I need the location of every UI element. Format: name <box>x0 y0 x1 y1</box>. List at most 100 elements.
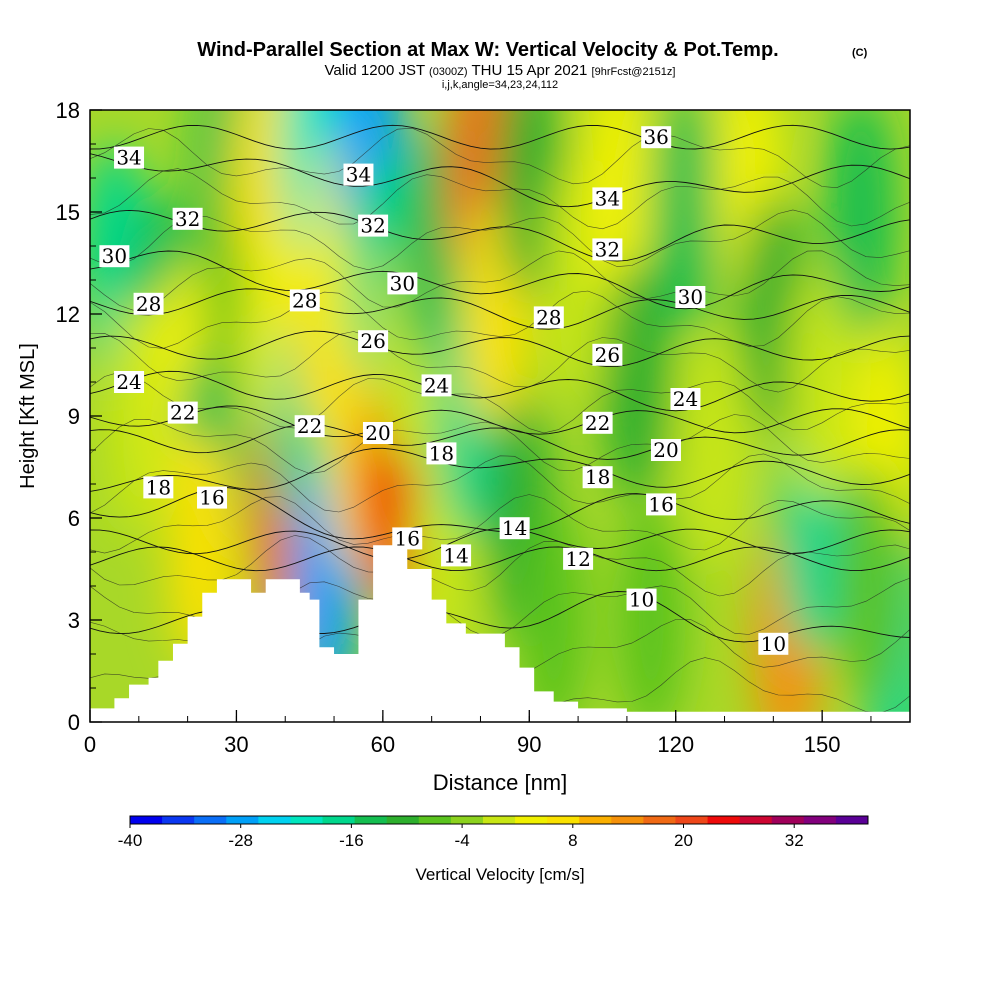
isentrope-label: 16 <box>395 526 420 550</box>
colorbar-swatch <box>290 816 324 824</box>
isentrope-label-box <box>675 286 706 308</box>
y-axis: 0 3 6 9 12 15 18 <box>56 98 102 735</box>
isentrope-label: 32 <box>595 237 620 261</box>
colorbar-tick-label: 20 <box>674 831 693 850</box>
plot-area: 34 32 30 28 24 22 18 16 34 32 30 28 26 24 22 20 18 16 14 14… <box>90 110 910 722</box>
isentrope-label: 24 <box>116 370 141 394</box>
isentrope-label-box <box>592 187 623 210</box>
forecast-tag: [9hrFcst@2151z] <box>592 66 676 78</box>
isentrope-label: 22 <box>585 411 610 435</box>
isentrope-label-box <box>592 343 623 366</box>
isentrope-line <box>90 371 910 434</box>
colorbar-swatch <box>386 816 420 824</box>
isentrope-label-box <box>289 289 320 312</box>
isentrope-label-box <box>441 544 472 567</box>
isentrope-label: 34 <box>595 186 620 210</box>
y-tick-label: 15 <box>56 200 80 225</box>
isentrope-label: 14 <box>502 516 527 540</box>
isentrope-label-box <box>358 214 389 237</box>
isentrope-label-box <box>646 493 677 516</box>
isentrope-line <box>90 209 910 262</box>
isentrope-line <box>90 250 910 310</box>
colorbar-swatch <box>771 816 805 824</box>
colorbar-swatch <box>354 816 388 824</box>
isentrope-label: 26 <box>595 343 620 367</box>
colorbar-tick-label: -28 <box>228 831 253 850</box>
isentrope-label: 28 <box>292 288 317 312</box>
isentrope-label: 34 <box>346 163 371 187</box>
colorbar-swatch <box>482 816 516 824</box>
chart-title: Wind-Parallel Section at Max W: Vertical… <box>197 39 778 61</box>
isentrope-label: 30 <box>390 271 415 295</box>
x-tick-label: 60 <box>371 732 395 757</box>
isentrope-label-box <box>670 388 701 410</box>
velocity-cell <box>651 110 720 332</box>
isentrope-line <box>90 535 910 597</box>
colorbar-label: Vertical Velocity [cm/s] <box>415 865 584 884</box>
isentrope-line <box>90 453 910 514</box>
colorbar-swatch <box>739 816 773 824</box>
colorbar-swatch <box>130 816 163 824</box>
isentrope-label-box <box>172 207 203 230</box>
x-tick-label: 120 <box>657 732 694 757</box>
isentrope-line <box>90 423 910 460</box>
isentrope-label-box <box>133 292 164 315</box>
velocity-cell <box>617 500 686 722</box>
isentrope-label-box <box>533 306 564 329</box>
isentrope-label: 26 <box>360 329 385 353</box>
x-axis-label: Distance [nm] <box>433 770 568 795</box>
x-tick-label: 0 <box>84 732 96 757</box>
isentrope-label: 32 <box>175 207 200 231</box>
isentrope-line <box>90 405 910 438</box>
isentrope-line <box>90 290 910 349</box>
x-tick-label: 150 <box>804 732 841 757</box>
isentrope-label-box <box>563 547 594 570</box>
x-tick-label: 90 <box>517 732 541 757</box>
x-axis: 0 30 60 90 120 150 <box>84 710 872 757</box>
isentrope-line <box>90 330 910 368</box>
isentrope-line <box>90 288 910 330</box>
isentrope-label: 20 <box>365 421 390 445</box>
isentrope-label: 22 <box>170 401 195 425</box>
velocity-cell <box>788 262 857 502</box>
y-tick-label: 3 <box>68 608 80 633</box>
colorbar-swatch <box>450 816 484 824</box>
copyright-mark: (C) <box>852 47 868 59</box>
isentrope-line <box>90 250 910 311</box>
y-axis-label: Height [Kft MSL] <box>17 343 39 489</box>
isentrope-label-box <box>358 330 389 353</box>
isentrope-label-box <box>426 442 457 465</box>
isentrope-label: 34 <box>116 146 141 170</box>
colorbar-swatch <box>611 816 644 824</box>
y-tick-label: 18 <box>56 98 80 123</box>
velocity-cell <box>602 262 671 502</box>
isentrope-label-box <box>582 466 613 489</box>
isentrope-label-box <box>143 476 174 499</box>
colorbar-frame <box>129 815 869 825</box>
isentrope-label: 18 <box>429 441 454 465</box>
valid-time: Valid 1200 JST <box>325 62 425 79</box>
isentrope-label: 28 <box>136 292 161 316</box>
isentrope-label-box <box>99 245 130 268</box>
isentrope-label-box <box>387 272 418 295</box>
isentrope-label: 22 <box>297 414 322 438</box>
isentrope-label-box <box>392 527 423 550</box>
isentrope-label-box <box>197 486 228 509</box>
isentrope-label-box <box>114 371 145 393</box>
isentrope-label: 10 <box>629 588 654 612</box>
valid-date: THU 15 Apr 2021 <box>471 62 587 79</box>
isentrope-line <box>90 447 910 492</box>
isentrope-line <box>90 546 910 572</box>
isentrope-label: 24 <box>673 387 698 411</box>
chart-subtitle: Valid 1200 JST (0300Z) THU 15 Apr 2021 [… <box>325 62 676 79</box>
isentrope-label: 16 <box>199 486 224 510</box>
colorbar-swatch <box>258 816 291 824</box>
isentrope-label-box <box>626 588 657 611</box>
colorbar-tick-label: -4 <box>455 831 470 850</box>
y-tick-label: 0 <box>68 710 80 735</box>
isentrope-label-box <box>641 126 672 149</box>
isentrope-label: 18 <box>146 475 171 499</box>
isentrope-label-box <box>294 415 325 438</box>
grid-info: i,j,k,angle=34,23,24,112 <box>442 79 558 91</box>
